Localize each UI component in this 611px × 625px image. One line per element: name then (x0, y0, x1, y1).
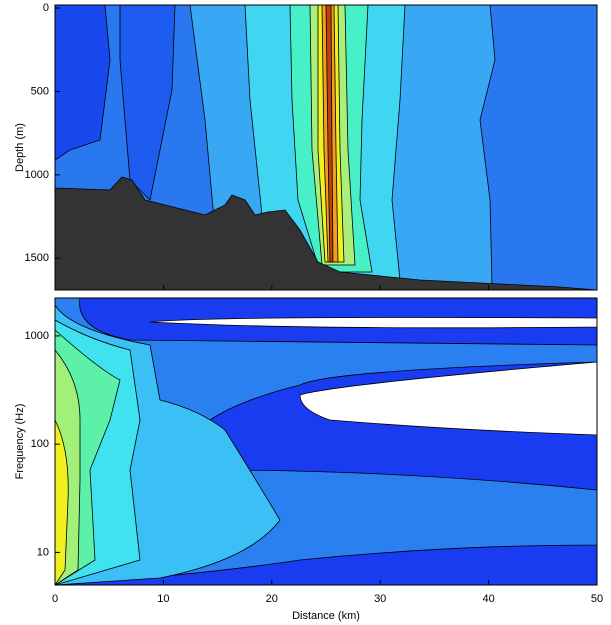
y-tick-label: 1000 (25, 169, 49, 181)
x-axis-label: Distance (km) (292, 610, 360, 622)
x-tick-label: 40 (482, 593, 494, 605)
x-tick-label: 30 (374, 593, 386, 605)
contour-field-top (55, 5, 597, 290)
y-tick-label: 1500 (25, 252, 49, 264)
x-tick-label: 50 (591, 593, 603, 605)
y-tick-label: 0 (43, 2, 49, 14)
y-tick-label: 1000 (25, 330, 49, 342)
y-axis-label: Frequency (Hz) (14, 404, 26, 480)
plot-frame (54, 297, 598, 586)
y-tick-label: 10 (37, 546, 49, 558)
contour-field-bottom (55, 298, 597, 585)
y-axis-label: Depth (m) (14, 123, 26, 172)
x-tick-label: 0 (52, 593, 58, 605)
y-tick-label: 500 (31, 85, 49, 97)
plot-frame (54, 4, 598, 291)
x-tick-label: 10 (157, 593, 169, 605)
y-tick-label: 100 (31, 438, 49, 450)
x-tick-label: 20 (266, 593, 278, 605)
